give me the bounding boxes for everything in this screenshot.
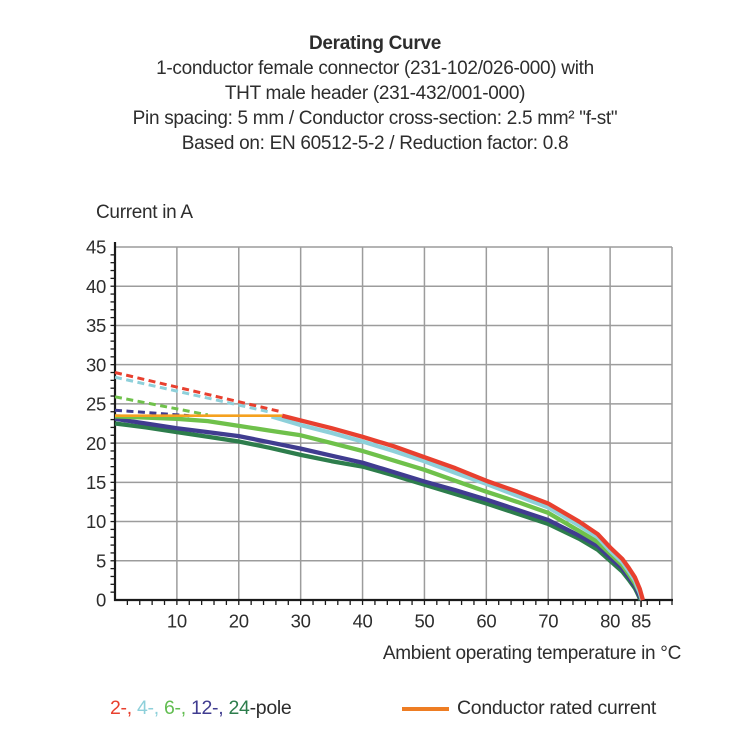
svg-text:50: 50 [414, 611, 434, 632]
svg-text:10: 10 [86, 511, 106, 532]
legend-24-pole: 24 [228, 697, 250, 719]
svg-text:40: 40 [86, 276, 106, 297]
pole-legend: 2-, 4-, 6-, 12-, 24-pole [110, 697, 292, 720]
rated-current-legend: Conductor rated current [402, 697, 656, 720]
svg-text:25: 25 [86, 394, 106, 415]
legend-2-pole: 2-, [110, 697, 137, 719]
legend-12-pole: 12-, [190, 697, 229, 719]
svg-text:70: 70 [538, 611, 558, 632]
svg-text:35: 35 [86, 315, 106, 336]
svg-text:20: 20 [86, 433, 106, 454]
legend-4-pole: 4-, [136, 697, 164, 719]
chart-subtitle-standard: Based on: EN 60512-5-2 / Reduction facto… [181, 133, 569, 154]
rated-current-label: Conductor rated current [457, 697, 657, 719]
svg-text:40: 40 [353, 611, 373, 632]
svg-text:85: 85 [631, 611, 651, 632]
svg-text:20: 20 [229, 611, 249, 632]
chart-title: Derating Curve [308, 33, 441, 54]
legend-6-pole: 6-, [163, 697, 191, 719]
chart-title-block: Derating Curve 1-conductor female connec… [0, 31, 750, 156]
svg-text:30: 30 [291, 611, 311, 632]
svg-text:30: 30 [86, 354, 106, 375]
rated-current-line-swatch [402, 706, 449, 711]
legend-pole-suffix: -pole [249, 697, 292, 719]
svg-text:45: 45 [86, 237, 106, 258]
svg-text:5: 5 [96, 550, 106, 571]
svg-text:15: 15 [86, 472, 106, 493]
chart-subtitle-connector: 1-conductor female connector (231-102/02… [156, 58, 594, 79]
svg-text:0: 0 [96, 590, 106, 611]
svg-text:10: 10 [167, 611, 187, 632]
chart-subtitle-spacing: Pin spacing: 5 mm / Conductor cross-sect… [132, 108, 618, 129]
svg-text:60: 60 [476, 611, 496, 632]
svg-text:80: 80 [600, 611, 620, 632]
chart-subtitle-header: THT male header (231-432/001-000) [224, 83, 526, 104]
x-axis-title: Ambient operating temperature in °C [382, 643, 681, 664]
y-axis-title: Current in A [96, 202, 193, 223]
